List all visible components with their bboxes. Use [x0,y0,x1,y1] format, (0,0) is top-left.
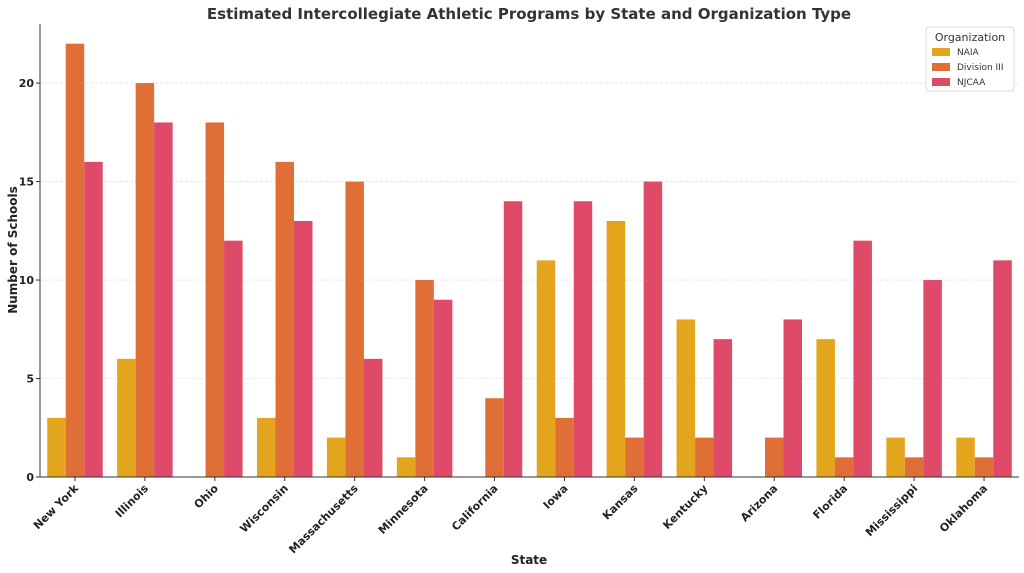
bar-njcaa [363,358,383,477]
y-tick-label: 20 [19,77,35,90]
bar-division-iii [345,181,364,477]
x-tick-label: New York [31,481,82,532]
bar-njcaa [853,240,872,477]
legend-swatch [932,63,950,71]
x-tick-label: Kansas [600,482,641,523]
bar-division-iii [485,398,504,477]
bar-njcaa [294,220,313,477]
bar-naia [47,417,66,477]
bar-division-iii [765,437,784,477]
bars [47,43,1012,478]
x-tick-label: Mississippi [863,482,920,539]
y-tick-label: 5 [26,373,34,386]
bar-naia [606,220,626,477]
bar-njcaa [923,280,942,477]
x-axis-title: State [511,553,547,567]
y-axis-title: Number of Schools [6,186,20,314]
bar-njcaa [643,181,663,477]
x-tick-label: California [449,482,501,534]
grid-lines [40,82,1019,379]
bar-naia [396,457,416,477]
x-tick-label: Ohio [192,482,222,512]
x-tick-label: Oklahoma [937,482,990,535]
bar-njcaa [713,339,733,477]
legend-label: NAIA [957,48,980,58]
legend-label: Division III [957,63,1003,73]
bar-division-iii [65,43,85,478]
x-tick-label: Minnesota [376,482,431,537]
bar-njcaa [783,319,802,477]
bar-division-iii [834,457,854,477]
bar-division-iii [135,83,155,477]
bar-njcaa [433,299,453,477]
x-tick-label: Florida [810,482,850,522]
bar-division-iii [415,280,434,477]
bar-naia [816,339,835,477]
legend-swatch [932,78,950,86]
bar-naia [536,260,556,477]
legend: Organization NAIA Division III NJCAA [925,26,1015,92]
x-tick-label: Massachusetts [286,482,361,557]
bar-njcaa [503,201,523,477]
x-tick-label: Arizona [738,482,780,524]
y-tick-labels: 0 5 10 15 20 [19,77,40,484]
bar-njcaa [573,201,593,477]
legend-label: NJCAA [957,78,986,88]
y-tick-label: 0 [26,471,34,484]
bar-naia [956,437,975,477]
bar-naia [257,417,276,477]
bar-njcaa [154,122,173,477]
bar-division-iii [275,161,294,477]
bar-naia [117,358,136,477]
bar-division-iii [205,122,225,477]
x-tick-label: Kentucky [660,482,710,532]
y-tick-label: 10 [19,274,35,287]
x-tick-label: Wisconsin [237,482,290,535]
bar-division-iii [904,457,924,477]
bar-division-iii [555,417,574,477]
bar-division-iii [974,457,994,477]
x-tick-label: Illinois [113,482,152,521]
legend-swatch [932,48,950,56]
bar-division-iii [625,437,644,477]
bar-naia [676,319,696,477]
bar-njcaa [993,260,1012,477]
chart-title: Estimated Intercollegiate Athletic Progr… [207,5,851,23]
legend-box [925,26,1015,92]
bar-njcaa [84,161,103,477]
bar-naia [886,437,905,477]
y-tick-label: 15 [19,176,34,189]
x-tick-label: Iowa [541,482,571,512]
bar-njcaa [224,240,243,477]
bar-naia [326,437,346,477]
legend-title: Organization [935,31,1005,44]
legend-items: NAIA Division III NJCAA [932,48,1003,88]
x-tick-labels: New York Illinois Ohio WisconsinMassachuset… [31,477,990,556]
bar-division-iii [695,437,714,477]
